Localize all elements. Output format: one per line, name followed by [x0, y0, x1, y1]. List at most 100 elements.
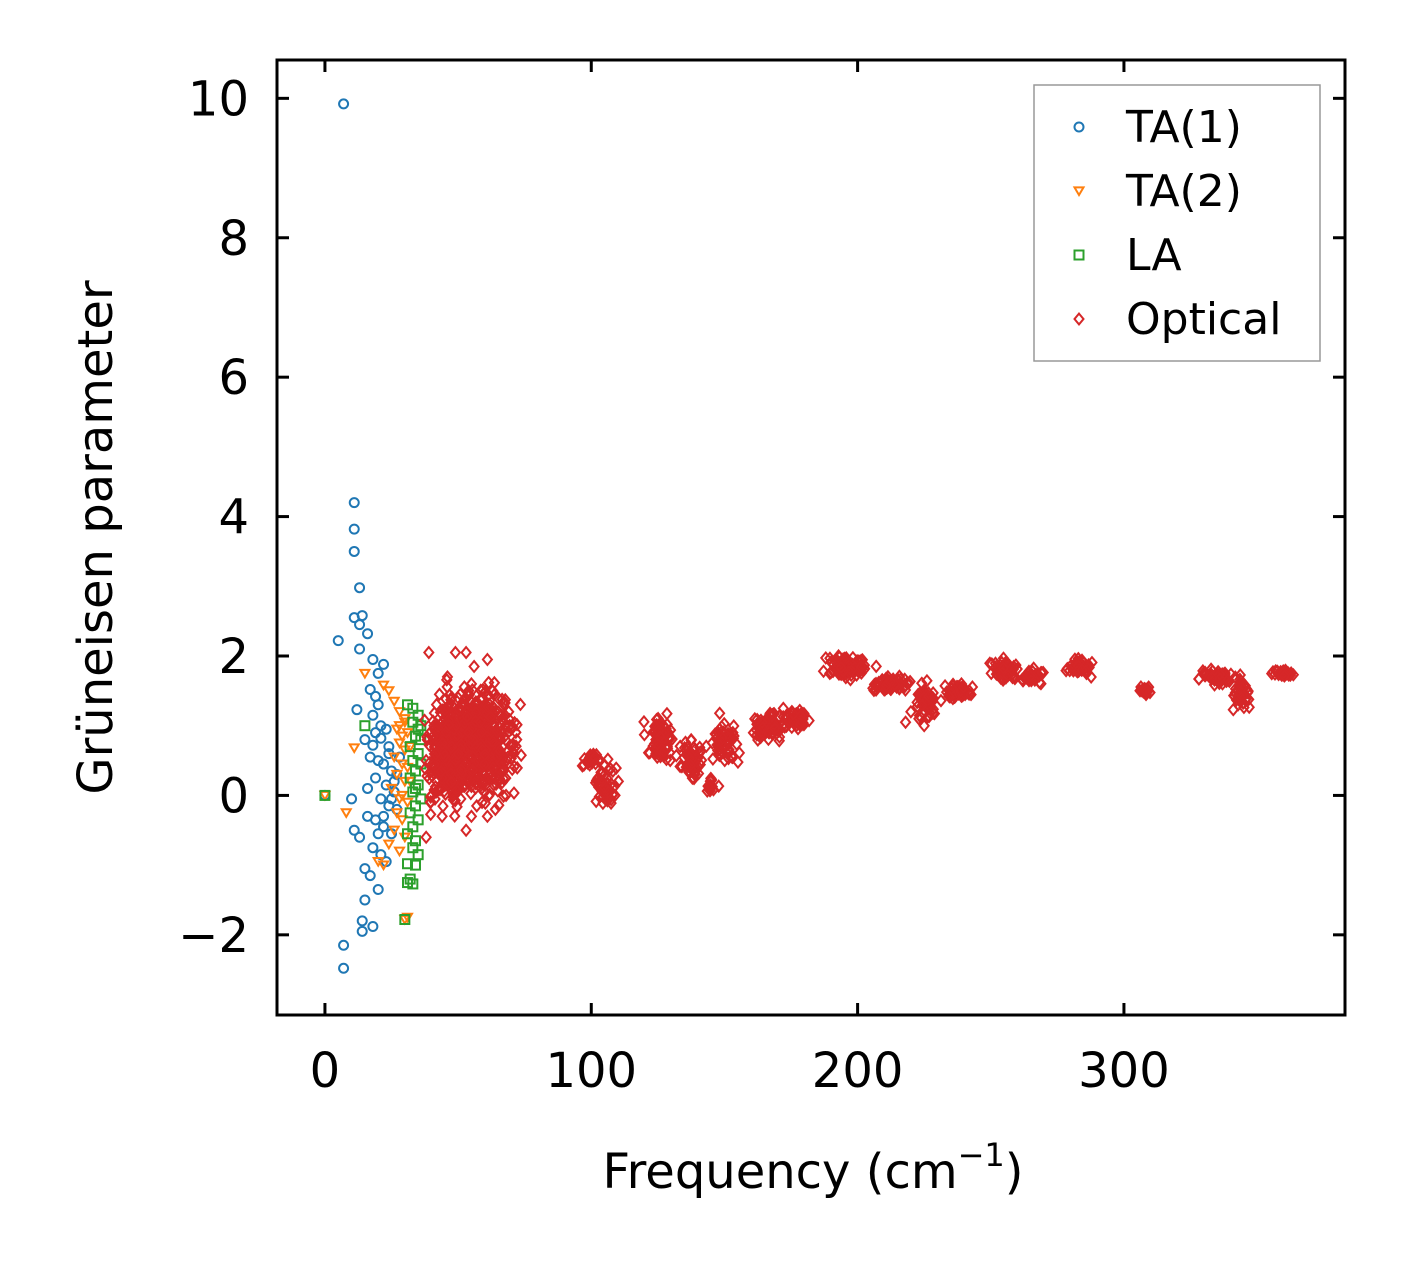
data-point — [430, 746, 442, 761]
data-point — [488, 675, 501, 690]
legend-label: Optical — [1126, 294, 1281, 345]
data-point — [492, 798, 505, 813]
data-point — [889, 677, 901, 692]
series-optical — [418, 645, 1300, 845]
data-point — [463, 732, 476, 746]
data-point — [1278, 669, 1291, 683]
data-point — [638, 714, 650, 729]
x-axis-title: Frequency (cm−1) — [602, 1136, 1023, 1200]
y-tick-label: 10 — [188, 71, 249, 127]
data-point — [661, 706, 673, 721]
data-point — [390, 769, 404, 781]
data-point — [515, 748, 527, 763]
data-point — [706, 735, 719, 750]
data-point — [348, 523, 360, 535]
data-point — [409, 859, 421, 871]
data-point — [440, 745, 453, 760]
data-point — [402, 828, 414, 840]
legend-item: Optical — [1073, 294, 1281, 345]
data-point — [817, 664, 830, 679]
data-point — [339, 808, 353, 819]
x-tick-label: 200 — [812, 1043, 904, 1099]
data-point — [453, 702, 465, 717]
data-point — [338, 98, 350, 110]
data-point — [499, 720, 512, 734]
data-point — [442, 713, 455, 728]
data-point — [446, 785, 459, 799]
legend-label: TA(1) — [1125, 102, 1242, 153]
y-tick-label: −2 — [178, 908, 249, 964]
data-point — [442, 701, 455, 715]
data-point — [423, 771, 436, 786]
data-point — [499, 755, 512, 770]
data-point — [454, 782, 466, 796]
data-point — [1086, 655, 1098, 670]
data-point — [409, 835, 421, 847]
data-point — [382, 839, 396, 851]
y-tick-label: 0 — [218, 768, 249, 824]
data-point — [423, 645, 435, 660]
data-point — [484, 723, 497, 738]
data-point — [427, 729, 440, 744]
data-point — [436, 736, 449, 751]
data-point — [479, 747, 491, 762]
data-point — [955, 683, 967, 698]
data-point — [514, 697, 527, 712]
data-point — [359, 894, 371, 906]
data-point — [435, 764, 447, 779]
data-point — [401, 728, 414, 739]
data-point — [596, 774, 608, 789]
data-point — [418, 713, 431, 728]
data-point — [495, 708, 508, 723]
data-point — [356, 925, 368, 937]
data-point — [385, 783, 398, 795]
data-point — [356, 915, 368, 927]
data-point — [476, 795, 488, 810]
data-point — [424, 790, 437, 804]
data-point — [479, 796, 492, 811]
data-point — [401, 797, 414, 809]
data-point — [589, 750, 601, 765]
data-point — [351, 704, 363, 716]
data-point — [367, 653, 379, 665]
data-point — [778, 716, 791, 731]
data-point — [609, 778, 621, 793]
data-point — [1227, 702, 1240, 717]
data-point — [428, 757, 441, 772]
data-point — [452, 746, 465, 761]
data-point — [348, 497, 360, 509]
data-point — [916, 698, 928, 713]
data-marks — [318, 98, 1300, 974]
data-point — [1213, 667, 1226, 682]
data-point — [1230, 686, 1242, 701]
data-point — [372, 884, 384, 896]
data-point — [835, 660, 847, 675]
data-point — [666, 732, 678, 747]
data-point — [694, 745, 707, 760]
data-point — [460, 823, 472, 838]
data-point — [407, 786, 419, 798]
data-point — [642, 745, 655, 760]
data-point — [455, 762, 468, 777]
data-point — [332, 635, 344, 647]
data-point — [407, 755, 419, 767]
data-point — [378, 810, 390, 822]
data-point — [362, 628, 374, 640]
data-point — [354, 643, 366, 655]
data-point — [404, 772, 416, 784]
data-point — [377, 860, 390, 872]
data-point — [1035, 665, 1048, 680]
data-point — [378, 658, 390, 670]
data-point — [1144, 685, 1156, 700]
data-point — [855, 659, 867, 674]
data-point — [850, 668, 863, 682]
data-point — [482, 699, 494, 714]
data-point — [437, 799, 449, 814]
data-point — [511, 760, 524, 775]
data-point — [803, 713, 815, 728]
data-point — [1277, 665, 1290, 680]
data-point — [338, 939, 350, 951]
data-point — [387, 752, 401, 764]
data-point — [496, 765, 509, 780]
